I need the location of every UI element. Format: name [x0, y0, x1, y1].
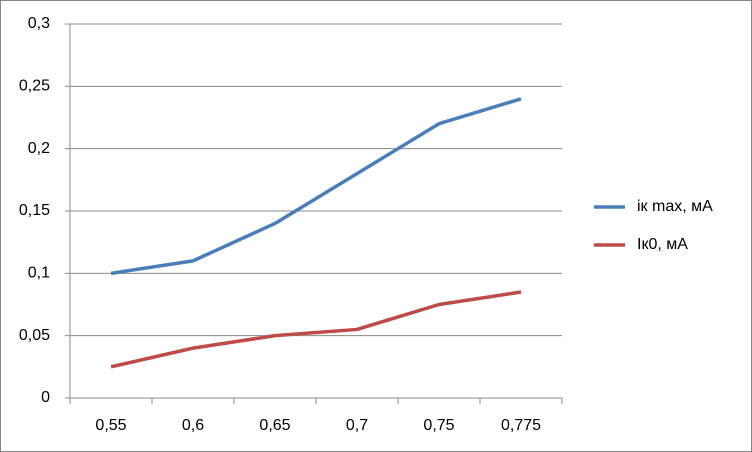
x-tick-label: 0,55	[95, 417, 126, 434]
y-tick-label: 0,1	[28, 265, 50, 282]
y-tick-label: 0,2	[28, 140, 50, 157]
series-line	[110, 97, 522, 276]
y-tick-label: 0	[41, 389, 50, 406]
legend-label: iк max, мА	[637, 198, 713, 215]
x-tick-label: 0,65	[259, 417, 290, 434]
x-tick-label: 0,6	[182, 417, 204, 434]
x-tick-label: 0,75	[423, 417, 454, 434]
legend-label: Iк0, мА	[637, 236, 688, 253]
series-line	[110, 290, 522, 369]
y-tick-label: 0,3	[28, 15, 50, 32]
y-tick-label: 0,25	[19, 78, 50, 95]
y-tick-label: 0,15	[19, 202, 50, 219]
x-tick-label: 0,7	[346, 417, 368, 434]
x-tick-label: 0,775	[501, 417, 541, 434]
y-tick-label: 0,05	[19, 327, 50, 344]
